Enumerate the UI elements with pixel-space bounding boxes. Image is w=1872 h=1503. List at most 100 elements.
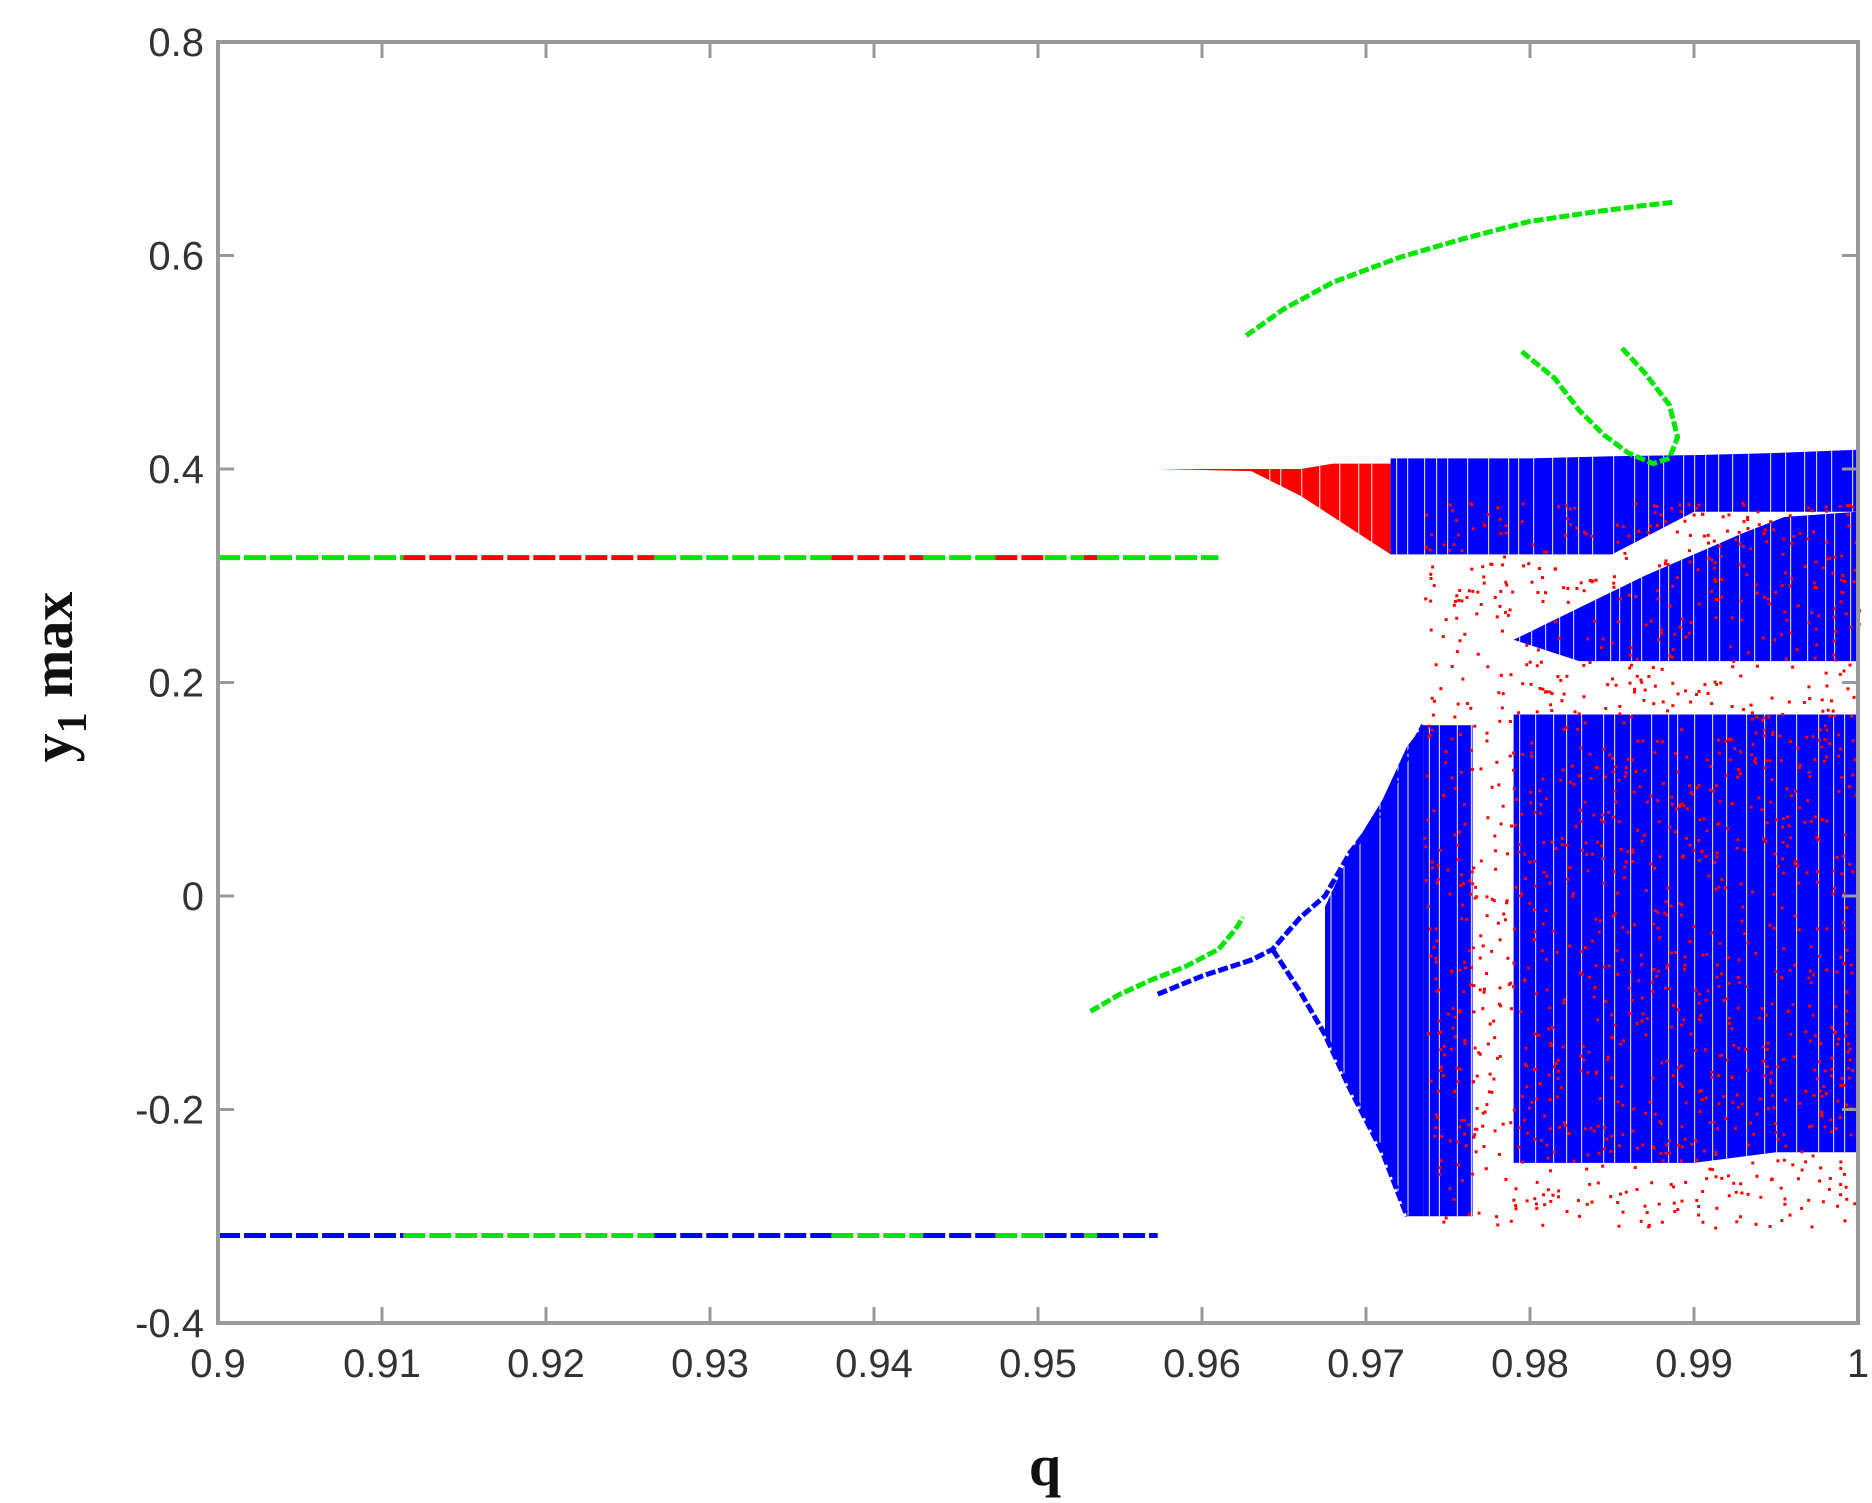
scatter-dot	[1518, 1126, 1522, 1130]
y-tick-label: 0.8	[148, 21, 204, 65]
scatter-dot	[1824, 1092, 1828, 1096]
scatter-dot	[1783, 610, 1787, 614]
scatter-dot	[1783, 1197, 1787, 1201]
scatter-dot	[1592, 1129, 1596, 1133]
scatter-dot	[1764, 840, 1768, 844]
scatter-dot	[1493, 1036, 1497, 1040]
scatter-dot	[1591, 939, 1595, 943]
scatter-dot	[1449, 969, 1453, 973]
scatter-dot	[1544, 797, 1548, 801]
scatter-dot	[1833, 887, 1837, 891]
scatter-dot	[1824, 671, 1828, 675]
scatter-dot	[1644, 888, 1648, 892]
scatter-dot	[1457, 830, 1461, 834]
scatter-dot	[1834, 1127, 1838, 1131]
scatter-dot	[1671, 584, 1675, 588]
scatter-dot	[1846, 687, 1850, 691]
scatter-dot	[1591, 579, 1595, 583]
x-tick-label: 0.9	[190, 1342, 246, 1386]
scatter-dot	[1635, 1022, 1639, 1026]
scatter-dot	[1552, 1065, 1556, 1069]
scatter-dot	[1604, 707, 1608, 711]
scatter-dot	[1751, 743, 1755, 747]
scatter-dot	[1823, 759, 1827, 763]
scatter-dot	[1668, 604, 1672, 608]
scatter-dot	[1635, 657, 1639, 661]
scatter-dot	[1812, 1093, 1816, 1097]
scatter-dot	[1761, 1045, 1765, 1049]
scatter-dot	[1525, 643, 1529, 647]
scatter-dot	[1698, 1110, 1702, 1114]
scatter-dot	[1549, 1043, 1553, 1047]
scatter-dot	[1776, 1159, 1780, 1163]
scatter-dot	[1734, 538, 1738, 542]
scatter-dot	[1734, 1190, 1738, 1194]
scatter-dot	[1668, 825, 1672, 829]
scatter-dot	[1608, 753, 1612, 757]
scatter-dot	[1815, 880, 1819, 884]
scatter-dot	[1736, 1006, 1740, 1010]
scatter-dot	[1790, 577, 1794, 581]
scatter-dot	[1690, 1142, 1694, 1146]
scatter-dot	[1699, 1013, 1703, 1017]
scatter-dot	[1535, 1097, 1539, 1101]
scatter-dot	[1719, 595, 1723, 599]
scatter-dot	[1586, 1153, 1590, 1157]
scatter-dot	[1499, 673, 1503, 677]
scatter-dot	[1439, 1065, 1443, 1069]
scatter-dot	[1686, 807, 1690, 811]
scatter-dot	[1740, 1102, 1744, 1106]
scatter-dot	[1667, 1139, 1671, 1143]
scatter-dot	[1807, 1198, 1811, 1202]
scatter-dot	[1756, 510, 1760, 514]
scatter-dot	[1746, 1069, 1750, 1073]
scatter-dot	[1544, 909, 1548, 913]
scatter-dot	[1697, 838, 1701, 842]
scatter-dot	[1573, 506, 1577, 510]
scatter-dot	[1701, 1220, 1705, 1224]
scatter-dot	[1680, 617, 1684, 621]
scatter-dot	[1589, 534, 1593, 538]
scatter-dot	[1429, 599, 1433, 603]
scatter-dot	[1697, 859, 1701, 863]
scatter-dot	[1842, 892, 1846, 896]
scatter-dot	[1531, 543, 1535, 547]
scatter-dot	[1659, 1122, 1663, 1126]
scatter-dot	[1746, 1143, 1750, 1147]
scatter-dot	[1588, 579, 1592, 583]
scatter-dot	[1825, 968, 1829, 972]
scatter-dot	[1568, 944, 1572, 948]
scatter-dot	[1652, 1146, 1656, 1150]
scatter-dot	[1513, 823, 1517, 827]
scatter-dot	[1750, 717, 1754, 721]
scatter-dot	[1471, 946, 1475, 950]
scatter-dot	[1675, 530, 1679, 534]
scatter-dot	[1627, 986, 1631, 990]
scatter-dot	[1684, 1180, 1688, 1184]
scatter-dot	[1833, 658, 1837, 662]
scatter-dot	[1508, 608, 1512, 612]
scatter-dot	[1825, 557, 1829, 561]
scatter-dot	[1485, 731, 1489, 735]
scatter-dot	[1821, 1200, 1825, 1204]
scatter-dot	[1426, 1032, 1430, 1036]
scatter-dot	[1700, 1098, 1704, 1102]
scatter-dot	[1602, 881, 1606, 885]
x-tick-label: 0.91	[343, 1342, 421, 1386]
scatter-dot	[1493, 595, 1497, 599]
scatter-dot	[1655, 504, 1659, 508]
scatter-dot	[1583, 1127, 1587, 1131]
scatter-dot	[1845, 1197, 1849, 1201]
scatter-dot	[1822, 1085, 1826, 1089]
scatter-dot	[1695, 693, 1699, 697]
scatter-dot	[1713, 861, 1717, 865]
scatter-dot	[1653, 751, 1657, 755]
scatter-dot	[1659, 628, 1663, 632]
scatter-dot	[1503, 610, 1507, 614]
scatter-dot	[1713, 680, 1717, 684]
scatter-dot	[1488, 1022, 1492, 1026]
scatter-dot	[1479, 603, 1483, 607]
scatter-dot	[1429, 628, 1433, 632]
scatter-dot	[1628, 681, 1632, 685]
scatter-dot	[1665, 1059, 1669, 1063]
